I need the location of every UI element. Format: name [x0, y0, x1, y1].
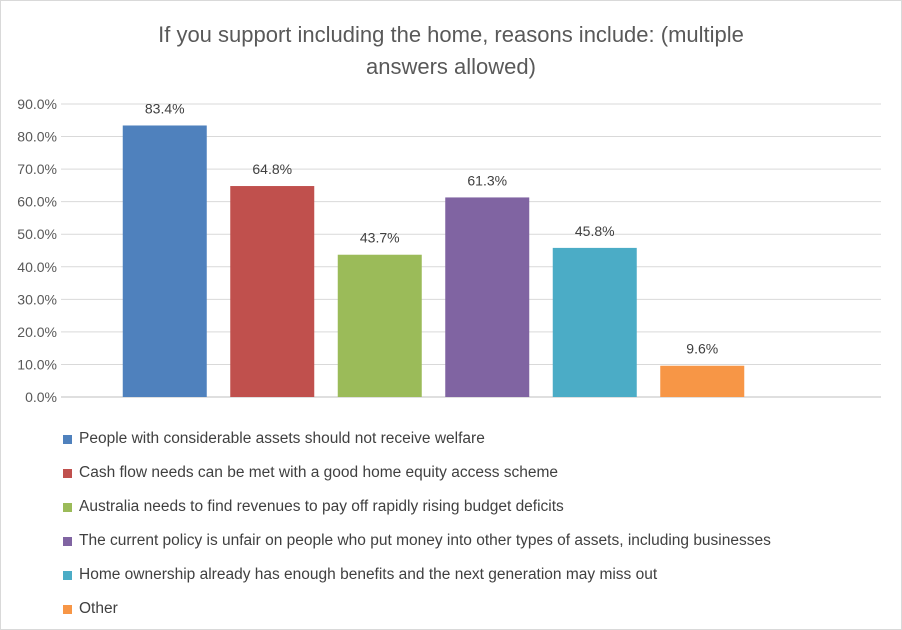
legend-label: People with considerable assets should n… [79, 430, 485, 447]
y-tick-label: 20.0% [17, 324, 57, 340]
y-tick-label: 60.0% [17, 194, 57, 210]
chart-title: If you support including the home, reaso… [61, 19, 841, 83]
y-tick-label: 40.0% [17, 259, 57, 275]
legend-item: The current policy is unfair on people w… [63, 524, 771, 558]
data-label: 9.6% [686, 341, 718, 357]
y-tick-label: 80.0% [17, 129, 57, 145]
legend-swatch [63, 434, 72, 444]
data-label: 45.8% [575, 223, 615, 239]
bar [122, 125, 207, 397]
chart-legend: People with considerable assets should n… [63, 422, 771, 626]
legend-label: Australia needs to find revenues to pay … [79, 498, 564, 515]
legend-label: Home ownership already has enough benefi… [79, 566, 658, 583]
legend-swatch [63, 502, 72, 512]
chart-title-line-1: If you support including the home, reaso… [158, 22, 744, 47]
bar [660, 365, 745, 397]
data-label: 64.8% [252, 161, 292, 177]
bar [445, 197, 530, 397]
y-tick-label: 30.0% [17, 291, 57, 307]
bar [230, 186, 315, 397]
legend-label: Other [79, 600, 118, 617]
legend-swatch [63, 570, 72, 580]
bar [337, 254, 422, 397]
y-tick-label: 10.0% [17, 356, 57, 372]
legend-swatch [63, 536, 72, 546]
legend-item: Australia needs to find revenues to pay … [63, 490, 771, 524]
data-label: 43.7% [360, 230, 400, 246]
legend-item: Other [63, 592, 771, 626]
legend-item: Home ownership already has enough benefi… [63, 558, 771, 592]
legend-swatch [63, 468, 72, 478]
data-label: 83.4% [145, 100, 185, 116]
legend-swatch [63, 604, 72, 614]
y-tick-label: 0.0% [25, 389, 57, 405]
legend-label: Cash flow needs can be met with a good h… [79, 464, 559, 481]
data-label: 61.3% [467, 172, 507, 188]
bar-chart-plot: 0.0% 10.0% 20.0% 30.0% 40.0% 50.0% 60.0% 70.0% 8… [17, 96, 881, 405]
y-tick-label: 50.0% [17, 226, 57, 242]
y-tick-label: 70.0% [17, 161, 57, 177]
chart-title-line-2: answers allowed) [366, 54, 536, 79]
legend-item: People with considerable assets should n… [63, 422, 771, 456]
bar [552, 247, 637, 397]
y-tick-label: 90.0% [17, 96, 57, 112]
legend-item: Cash flow needs can be met with a good h… [63, 456, 771, 490]
legend-label: The current policy is unfair on people w… [79, 532, 771, 549]
